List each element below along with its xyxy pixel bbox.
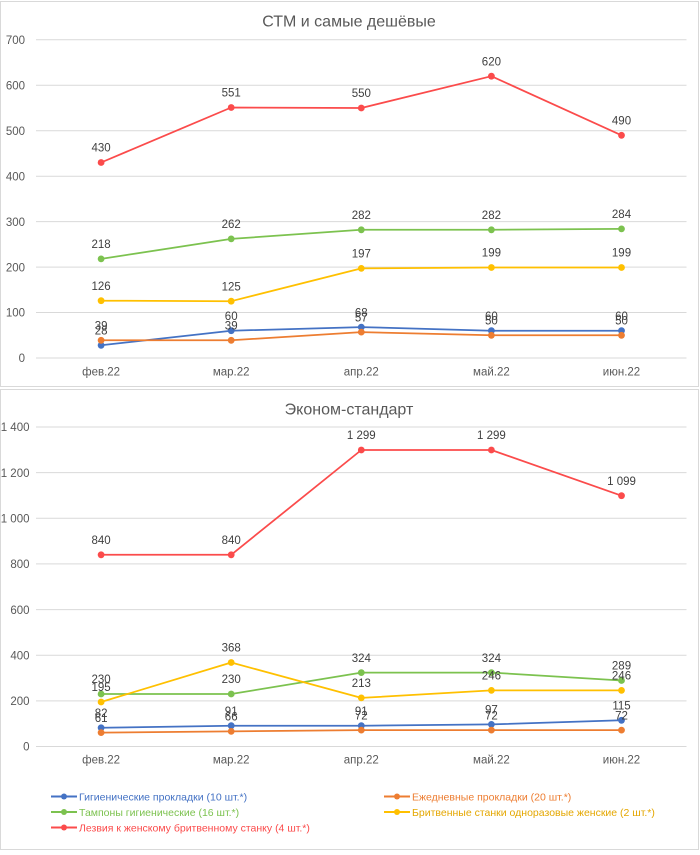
svg-text:840: 840 bbox=[222, 535, 241, 547]
svg-text:1 400: 1 400 bbox=[1, 422, 30, 434]
svg-text:1 000: 1 000 bbox=[1, 514, 30, 526]
svg-text:май.22: май.22 bbox=[473, 367, 510, 379]
svg-text:324: 324 bbox=[482, 653, 502, 665]
svg-text:0: 0 bbox=[19, 353, 25, 365]
svg-text:июн.22: июн.22 bbox=[603, 367, 640, 379]
svg-text:мар.22: мар.22 bbox=[213, 367, 250, 379]
svg-text:Тампоны гигиенические (16 шт.*: Тампоны гигиенические (16 шт.*) bbox=[79, 807, 239, 819]
svg-text:май.22: май.22 bbox=[473, 755, 510, 767]
svg-text:66: 66 bbox=[225, 712, 238, 724]
svg-text:фев.22: фев.22 bbox=[82, 367, 120, 379]
svg-text:840: 840 bbox=[92, 535, 111, 547]
svg-text:Гигиенические прокладки (10 шт: Гигиенические прокладки (10 шт.*) bbox=[79, 791, 247, 803]
svg-text:фев.22: фев.22 bbox=[82, 755, 120, 767]
svg-text:72: 72 bbox=[355, 710, 368, 722]
svg-text:262: 262 bbox=[222, 219, 241, 231]
svg-text:700: 700 bbox=[6, 35, 25, 47]
svg-text:218: 218 bbox=[92, 239, 111, 251]
svg-text:0: 0 bbox=[23, 742, 29, 754]
svg-text:490: 490 bbox=[612, 116, 631, 128]
svg-text:50: 50 bbox=[485, 316, 498, 328]
svg-text:мар.22: мар.22 bbox=[213, 755, 250, 767]
svg-text:СТМ и самые дешёвые: СТМ и самые дешёвые bbox=[262, 14, 436, 31]
svg-text:Лезвия к женскому бритвенному: Лезвия к женскому бритвенному станку (4 … bbox=[79, 822, 310, 834]
svg-text:Эконом-стандарт: Эконом-стандарт bbox=[285, 402, 414, 419]
svg-text:620: 620 bbox=[482, 56, 501, 68]
svg-text:72: 72 bbox=[615, 710, 628, 722]
svg-text:284: 284 bbox=[612, 209, 632, 221]
svg-text:97: 97 bbox=[485, 705, 498, 717]
svg-text:282: 282 bbox=[352, 210, 371, 222]
svg-text:199: 199 bbox=[612, 248, 631, 260]
svg-text:197: 197 bbox=[352, 249, 371, 261]
svg-text:Ежедневные прокладки (20 шт.*): Ежедневные прокладки (20 шт.*) bbox=[412, 791, 571, 803]
svg-text:91: 91 bbox=[355, 706, 368, 718]
svg-text:195: 195 bbox=[92, 682, 111, 694]
svg-text:200: 200 bbox=[6, 262, 25, 274]
svg-text:289: 289 bbox=[612, 661, 631, 673]
svg-text:551: 551 bbox=[222, 88, 241, 100]
svg-text:Бритвенные станки одноразовые: Бритвенные станки одноразовые женские (2… bbox=[412, 807, 655, 819]
svg-text:600: 600 bbox=[10, 605, 29, 617]
svg-text:213: 213 bbox=[352, 678, 371, 690]
svg-text:61: 61 bbox=[95, 713, 108, 725]
svg-text:400: 400 bbox=[6, 171, 25, 183]
svg-text:1 299: 1 299 bbox=[347, 430, 376, 442]
svg-text:50: 50 bbox=[615, 316, 628, 328]
svg-text:200: 200 bbox=[10, 696, 29, 708]
svg-text:100: 100 bbox=[6, 308, 25, 320]
svg-text:324: 324 bbox=[352, 653, 372, 665]
svg-text:400: 400 bbox=[10, 650, 29, 662]
svg-text:60: 60 bbox=[615, 311, 628, 323]
svg-text:199: 199 bbox=[482, 248, 501, 260]
svg-text:1 299: 1 299 bbox=[477, 430, 506, 442]
svg-text:550: 550 bbox=[352, 88, 371, 100]
svg-text:апр.22: апр.22 bbox=[344, 755, 379, 767]
svg-text:230: 230 bbox=[222, 674, 241, 686]
svg-text:апр.22: апр.22 bbox=[344, 367, 379, 379]
svg-text:57: 57 bbox=[355, 312, 368, 324]
svg-text:1 099: 1 099 bbox=[607, 476, 636, 488]
svg-text:68: 68 bbox=[355, 307, 368, 319]
svg-text:1 200: 1 200 bbox=[1, 468, 30, 480]
svg-text:39: 39 bbox=[225, 321, 238, 333]
svg-text:800: 800 bbox=[10, 559, 29, 571]
svg-text:282: 282 bbox=[482, 210, 501, 222]
svg-text:91: 91 bbox=[225, 706, 238, 718]
svg-text:72: 72 bbox=[485, 710, 498, 722]
svg-text:246: 246 bbox=[482, 671, 501, 683]
svg-text:115: 115 bbox=[612, 701, 630, 713]
svg-text:246: 246 bbox=[612, 671, 631, 683]
svg-text:82: 82 bbox=[95, 708, 108, 720]
svg-text:300: 300 bbox=[6, 217, 25, 229]
svg-text:июн.22: июн.22 bbox=[603, 755, 640, 767]
svg-text:60: 60 bbox=[225, 311, 238, 323]
svg-text:126: 126 bbox=[92, 281, 111, 293]
svg-text:500: 500 bbox=[6, 126, 25, 138]
svg-text:39: 39 bbox=[95, 321, 108, 333]
svg-text:368: 368 bbox=[222, 643, 241, 655]
svg-text:60: 60 bbox=[485, 311, 498, 323]
svg-text:430: 430 bbox=[92, 143, 111, 155]
svg-text:28: 28 bbox=[95, 326, 108, 338]
svg-text:230: 230 bbox=[92, 674, 111, 686]
svg-text:125: 125 bbox=[222, 281, 241, 293]
svg-text:600: 600 bbox=[6, 81, 25, 93]
